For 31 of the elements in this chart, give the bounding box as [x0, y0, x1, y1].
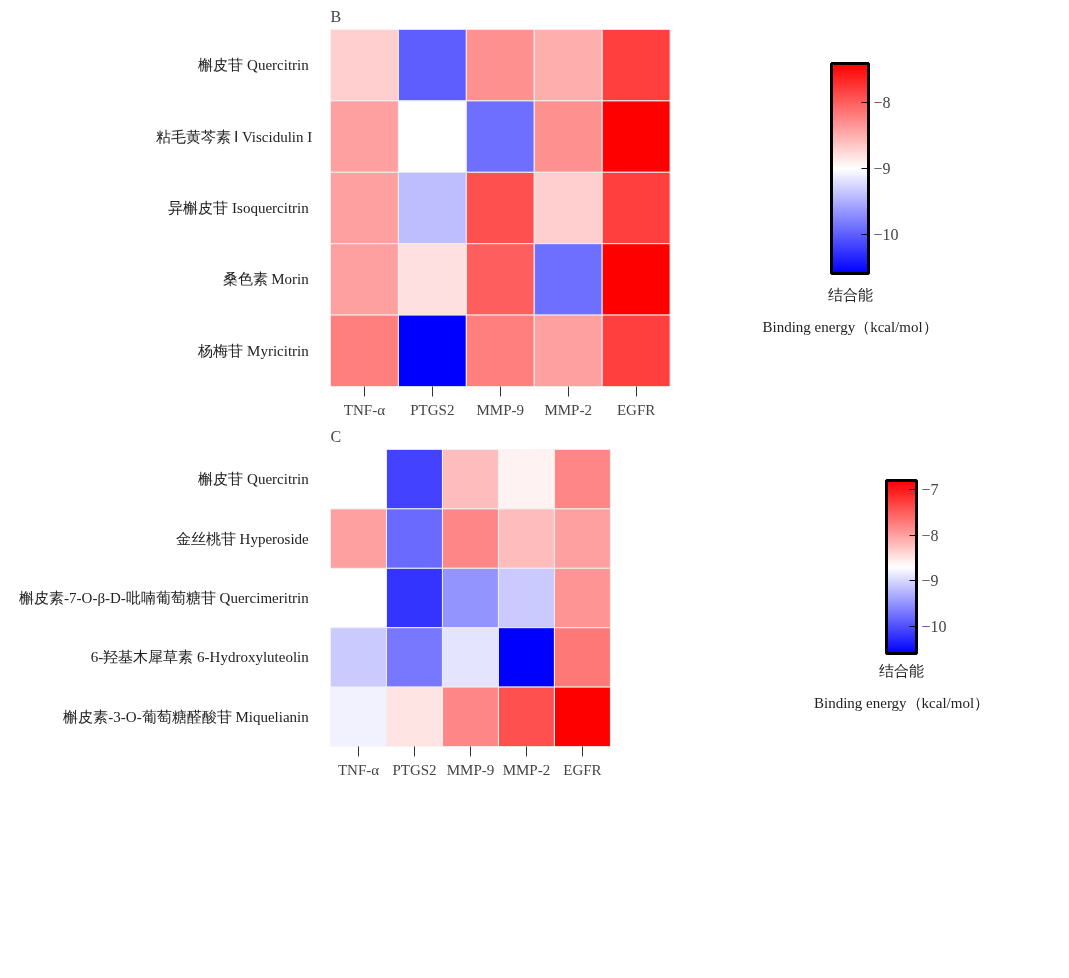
- color-bar-title: 结合能 Binding energy（kcal/mol）: [762, 286, 938, 335]
- y-tick-label: 金丝桃苷 Hyperoside: [175, 530, 310, 547]
- x-tick-label: TNF-α: [337, 761, 380, 778]
- x-tick-label: MMP-2: [502, 761, 551, 778]
- color-bar-label: −7: [921, 481, 939, 499]
- y-tick-label: 异槲皮苷 Isoquercitrin: [168, 200, 310, 216]
- color-bar-label: −10: [873, 225, 899, 243]
- y-tick-label: 6-羟基木犀草素 6-Hydroxyluteolin: [90, 649, 310, 666]
- x-tick-label: TNF-α: [343, 401, 386, 418]
- chart-title: C: [330, 427, 342, 445]
- x-tick-label: MMP-2: [544, 401, 592, 418]
- x-tick-label: MMP-9: [476, 401, 525, 418]
- x-tick-label: EGFR: [563, 761, 602, 778]
- y-tick-label: 桑色素 Morin: [222, 271, 310, 288]
- x-tick-label: EGFR: [616, 401, 656, 418]
- x-tick-label: PTGS2: [410, 401, 455, 418]
- y-tick-label: 槲皮苷 Quercitrin: [198, 57, 310, 74]
- y-tick-label: 杨梅苷 Myricitrin: [197, 342, 310, 359]
- y-tick-label: 粘毛黄芩素 Ⅰ Viscidulin I: [155, 128, 313, 145]
- color-bar-label: −8: [921, 526, 939, 544]
- color-bar-label: −10: [921, 617, 947, 635]
- y-tick-label: 槲皮素-3-O-葡萄糖醛酸苷 Miquelianin: [63, 708, 310, 725]
- color-bar-title: 结合能 Binding energy（kcal/mol）: [813, 663, 990, 712]
- y-tick-label: 槲皮素-7-O-β-D-吡喃葡萄糖苷 Quercimeritrin: [19, 590, 310, 606]
- color-bar-label: −9: [921, 572, 939, 590]
- y-tick-label: 槲皮苷 Quercitrin: [198, 471, 310, 488]
- chart-title: B: [330, 7, 342, 25]
- color-bar-label: −9: [873, 160, 891, 177]
- x-tick-label: PTGS2: [392, 761, 437, 778]
- x-tick-label: MMP-9: [446, 761, 495, 778]
- color-bar-label: −8: [873, 94, 891, 112]
